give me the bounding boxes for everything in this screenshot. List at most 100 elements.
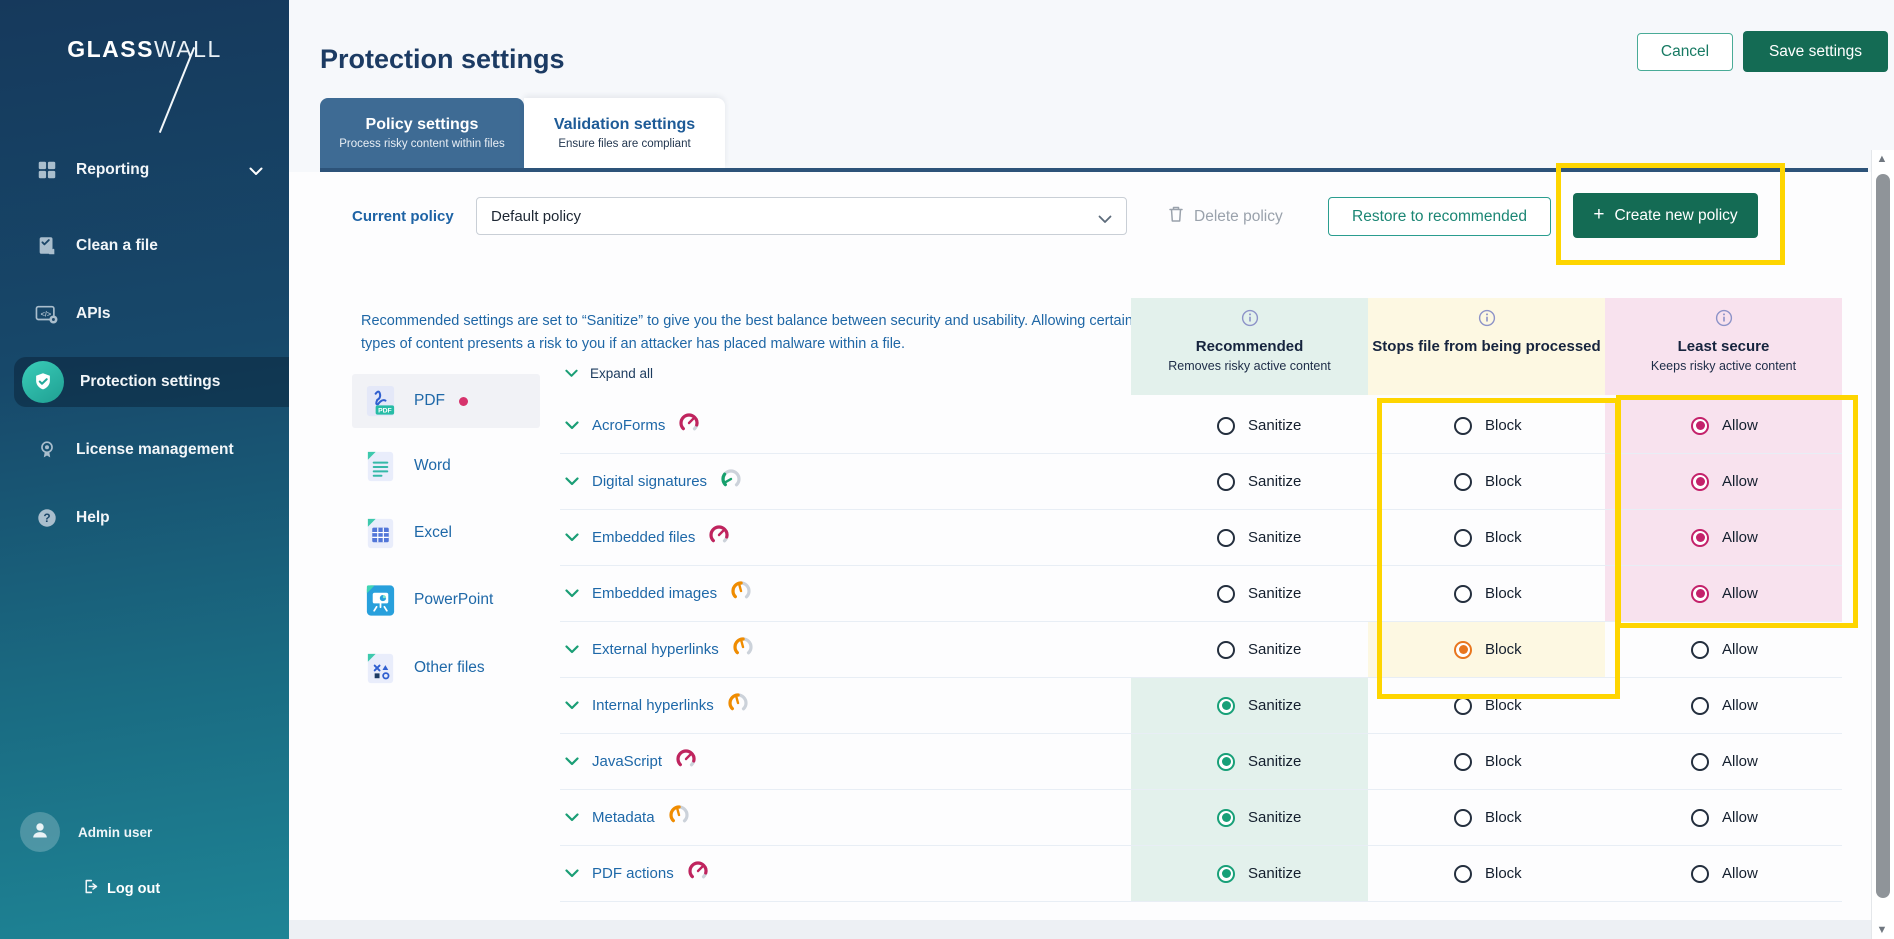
sidebar-item-apis[interactable]: </> APIs	[0, 289, 289, 339]
chevron-down-icon[interactable]	[565, 529, 579, 547]
radio-block[interactable]	[1454, 528, 1472, 547]
chevron-down-icon[interactable]	[565, 417, 579, 435]
radio-sanitize-selected[interactable]	[1217, 864, 1235, 883]
sanitize-option[interactable]: Sanitize	[1131, 566, 1368, 621]
sanitize-option[interactable]: Sanitize	[1131, 398, 1368, 453]
logout-button[interactable]: Log out	[82, 878, 160, 899]
sidebar-item-clean-a-file[interactable]: Clean a file	[0, 221, 289, 271]
info-icon[interactable]	[1478, 309, 1496, 332]
tab-validation-settings[interactable]: Validation settings Ensure files are com…	[524, 98, 725, 168]
policy-select[interactable]: Default policy	[476, 197, 1127, 235]
chevron-down-icon[interactable]	[565, 809, 579, 827]
allow-option[interactable]: Allow	[1605, 678, 1842, 733]
allow-option[interactable]: Allow	[1605, 846, 1842, 901]
block-option[interactable]: Block	[1368, 790, 1605, 845]
radio-block[interactable]	[1454, 808, 1472, 827]
block-option[interactable]: Block	[1368, 846, 1605, 901]
radio-allow[interactable]	[1691, 696, 1709, 715]
radio-block[interactable]	[1454, 472, 1472, 491]
risk-gauge-icon-high	[687, 860, 709, 887]
allow-option[interactable]: Allow	[1605, 622, 1842, 677]
restore-to-recommended-button[interactable]: Restore to recommended	[1328, 197, 1551, 236]
block-option[interactable]: Block	[1368, 622, 1605, 677]
radio-sanitize[interactable]	[1217, 584, 1235, 603]
radio-label: Allow	[1722, 753, 1758, 770]
chevron-down-icon[interactable]	[565, 641, 579, 659]
radio-allow[interactable]	[1691, 808, 1709, 827]
sanitize-option[interactable]: Sanitize	[1131, 734, 1368, 789]
sidebar-item-help[interactable]: ? Help	[0, 493, 289, 543]
radio-block[interactable]	[1454, 584, 1472, 603]
cancel-button[interactable]: Cancel	[1637, 33, 1733, 71]
block-option[interactable]: Block	[1368, 678, 1605, 733]
scrollbar-thumb[interactable]	[1876, 174, 1890, 898]
radio-sanitize-selected[interactable]	[1217, 808, 1235, 827]
chevron-down-icon[interactable]	[565, 753, 579, 771]
radio-label: Block	[1485, 641, 1522, 658]
block-option[interactable]: Block	[1368, 566, 1605, 621]
sanitize-option[interactable]: Sanitize	[1131, 678, 1368, 733]
chevron-down-icon[interactable]	[565, 697, 579, 715]
chevron-down-icon[interactable]	[565, 865, 579, 883]
expand-all-button[interactable]: Expand all	[565, 366, 653, 381]
create-new-policy-button[interactable]: + Create new policy	[1573, 193, 1758, 238]
radio-block[interactable]	[1454, 696, 1472, 715]
allow-option[interactable]: Allow	[1605, 566, 1842, 621]
sidebar-item-reporting[interactable]: Reporting	[0, 145, 289, 195]
allow-option[interactable]: Allow	[1605, 734, 1842, 789]
radio-allow-selected[interactable]	[1691, 416, 1709, 435]
radio-allow-selected[interactable]	[1691, 528, 1709, 547]
scroll-down-arrow-icon[interactable]: ▼	[1876, 924, 1888, 936]
radio-sanitize[interactable]	[1217, 416, 1235, 435]
radio-sanitize-selected[interactable]	[1217, 696, 1235, 715]
file-type-label: Word	[414, 457, 451, 474]
delete-policy-button[interactable]: Delete policy	[1168, 205, 1283, 228]
table-row-pdf-actions: PDF actions Sanitize Block Allow	[560, 846, 1842, 902]
allow-option[interactable]: Allow	[1605, 510, 1842, 565]
block-option[interactable]: Block	[1368, 398, 1605, 453]
file-type-powerpoint[interactable]: PowerPoint	[352, 573, 540, 627]
block-option[interactable]: Block	[1368, 510, 1605, 565]
sanitize-option[interactable]: Sanitize	[1131, 454, 1368, 509]
radio-label: Sanitize	[1248, 865, 1302, 882]
scroll-up-arrow-icon[interactable]: ▲	[1876, 153, 1888, 165]
sanitize-option[interactable]: Sanitize	[1131, 622, 1368, 677]
radio-block[interactable]	[1454, 864, 1472, 883]
radio-label: Sanitize	[1248, 809, 1302, 826]
sanitize-option[interactable]: Sanitize	[1131, 846, 1368, 901]
radio-block-selected[interactable]	[1454, 640, 1472, 659]
radio-allow[interactable]	[1691, 640, 1709, 659]
file-type-other-files[interactable]: Other files	[352, 641, 540, 695]
radio-sanitize[interactable]	[1217, 640, 1235, 659]
file-type-pdf[interactable]: PDF PDF	[352, 374, 540, 428]
radio-allow[interactable]	[1691, 864, 1709, 883]
chevron-down-icon[interactable]	[565, 473, 579, 491]
allow-option[interactable]: Allow	[1605, 790, 1842, 845]
block-option[interactable]: Block	[1368, 734, 1605, 789]
sidebar-item-license-management[interactable]: License management	[0, 425, 289, 475]
radio-allow-selected[interactable]	[1691, 472, 1709, 491]
info-icon[interactable]	[1241, 309, 1259, 332]
tab-title: Validation settings	[553, 116, 696, 133]
save-settings-button[interactable]: Save settings	[1743, 31, 1888, 72]
file-type-word[interactable]: Word	[352, 439, 540, 493]
radio-sanitize-selected[interactable]	[1217, 752, 1235, 771]
radio-allow[interactable]	[1691, 752, 1709, 771]
tab-policy-settings[interactable]: Policy settings Process risky content wi…	[320, 98, 524, 168]
radio-sanitize[interactable]	[1217, 472, 1235, 491]
radio-allow-selected[interactable]	[1691, 584, 1709, 603]
sanitize-option[interactable]: Sanitize	[1131, 510, 1368, 565]
avatar-icon	[28, 818, 52, 847]
radio-sanitize[interactable]	[1217, 528, 1235, 547]
block-option[interactable]: Block	[1368, 454, 1605, 509]
info-icon[interactable]	[1715, 309, 1733, 332]
radio-block[interactable]	[1454, 752, 1472, 771]
file-type-excel[interactable]: Excel	[352, 506, 540, 560]
radio-label: Sanitize	[1248, 585, 1302, 602]
radio-block[interactable]	[1454, 416, 1472, 435]
chevron-down-icon[interactable]	[565, 585, 579, 603]
sanitize-option[interactable]: Sanitize	[1131, 790, 1368, 845]
sidebar-item-protection-settings[interactable]: Protection settings	[14, 357, 289, 407]
allow-option[interactable]: Allow	[1605, 454, 1842, 509]
allow-option[interactable]: Allow	[1605, 398, 1842, 453]
